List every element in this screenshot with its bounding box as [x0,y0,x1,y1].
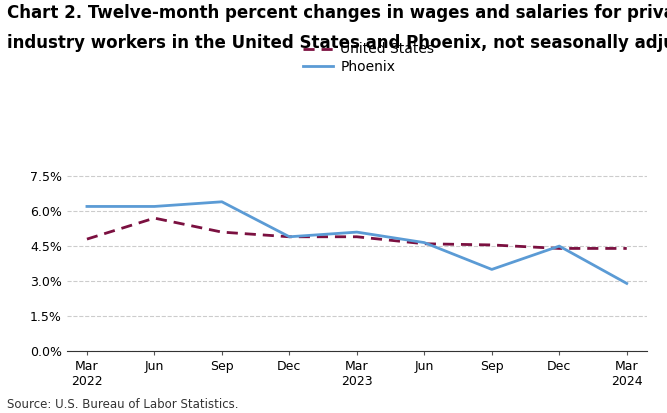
Text: Source: U.S. Bureau of Labor Statistics.: Source: U.S. Bureau of Labor Statistics. [7,398,238,411]
Phoenix [420,240,428,245]
United States [623,246,631,251]
United States [151,216,159,221]
United States [353,234,361,239]
Line: United States: United States [87,218,627,249]
Phoenix [285,234,293,239]
United States [488,242,496,247]
Phoenix [151,204,159,209]
Phoenix [488,267,496,272]
Text: Chart 2. Twelve-month percent changes in wages and salaries for private: Chart 2. Twelve-month percent changes in… [7,4,667,22]
Text: industry workers in the United States and Phoenix, not seasonally adjusted: industry workers in the United States an… [7,34,667,52]
Phoenix [83,204,91,209]
United States [285,234,293,239]
Phoenix [555,244,563,249]
United States [420,241,428,246]
Phoenix [218,199,226,204]
United States [555,246,563,251]
Line: Phoenix: Phoenix [87,202,627,283]
Phoenix [623,281,631,286]
United States [218,230,226,235]
United States [83,237,91,242]
Phoenix [353,230,361,235]
Legend: United States, Phoenix: United States, Phoenix [297,37,440,79]
